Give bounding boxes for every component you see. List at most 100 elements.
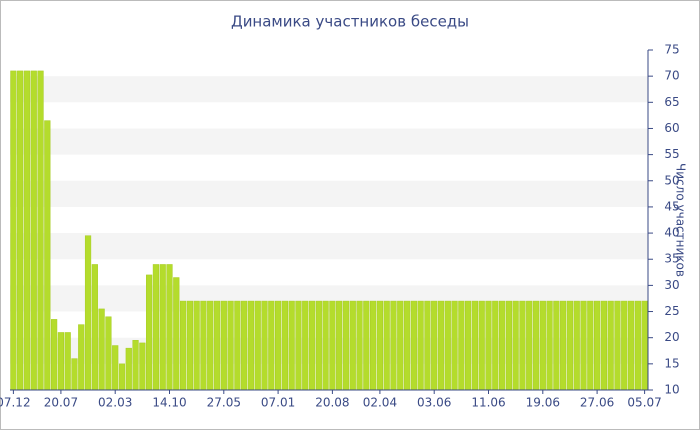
bar (220, 300, 227, 391)
bar (397, 300, 404, 391)
bar (315, 300, 322, 391)
bar (207, 300, 214, 391)
bar (376, 300, 384, 391)
bar (498, 300, 506, 391)
x-tick-label: 14.10 (152, 396, 186, 410)
bar (403, 300, 411, 391)
bar (458, 300, 465, 391)
y-tick-label: 15 (664, 356, 679, 370)
bar (566, 300, 574, 391)
bar (451, 300, 458, 391)
grid-band (10, 233, 648, 260)
bar (444, 300, 451, 391)
bar (51, 319, 58, 391)
bar (173, 277, 180, 391)
bar (580, 300, 587, 391)
y-axis-label: Число участников (674, 163, 688, 277)
bar (512, 300, 519, 391)
y-tick-label: 75 (664, 43, 679, 57)
bar (288, 300, 295, 391)
bar (390, 300, 397, 391)
y-tick-label: 45 (664, 199, 679, 213)
bar (370, 300, 377, 391)
bar (166, 264, 173, 391)
bar (132, 340, 139, 391)
bar (363, 300, 370, 391)
x-tick-label: 11.06 (471, 396, 505, 410)
bar (146, 274, 153, 391)
bar (139, 342, 146, 391)
bar (539, 300, 546, 391)
grid-band (10, 76, 648, 103)
bar (356, 300, 363, 391)
y-tick-label: 60 (664, 121, 679, 135)
bar (471, 300, 479, 391)
grid-band (10, 180, 648, 207)
y-tick-label: 65 (664, 95, 679, 109)
bar (159, 264, 166, 391)
x-tick-label: 02.04 (363, 396, 397, 410)
bar (247, 300, 255, 391)
x-tick-label: 05.07 (627, 396, 661, 410)
y-tick-label: 50 (664, 173, 679, 187)
bar (485, 300, 492, 391)
bar (437, 300, 445, 391)
bar (84, 235, 92, 391)
y-tick-label: 30 (664, 278, 679, 292)
bar (57, 332, 65, 391)
x-tick-label: 07.12 (0, 396, 31, 410)
bar (410, 300, 417, 391)
bar (492, 300, 499, 391)
bar (213, 300, 221, 391)
bar (37, 70, 44, 391)
y-tick-label: 25 (664, 304, 679, 318)
bar (634, 300, 641, 391)
y-tick-label: 40 (664, 226, 679, 240)
y-tick-label: 70 (664, 69, 679, 83)
bar (261, 300, 268, 391)
bar (607, 300, 614, 391)
bar (431, 300, 438, 391)
bar (44, 120, 51, 391)
bar (641, 300, 648, 391)
bar (532, 300, 540, 391)
bar (200, 300, 207, 391)
x-tick-label: 20.08 (315, 396, 349, 410)
bar (241, 300, 248, 391)
bar (336, 300, 343, 391)
bar (546, 300, 553, 391)
y-tick-label: 35 (664, 252, 679, 266)
bar (383, 300, 390, 391)
x-tick-label: 27.06 (580, 396, 614, 410)
bar (526, 300, 533, 391)
bar (227, 300, 234, 391)
bar (465, 300, 472, 391)
x-tick-label: 27.05 (207, 396, 241, 410)
y-tick-label: 55 (664, 147, 679, 161)
bar (152, 264, 160, 391)
bar (30, 70, 37, 391)
bar (621, 300, 628, 391)
bar (614, 300, 621, 391)
bar (342, 300, 350, 391)
bar (98, 308, 105, 391)
bar (234, 300, 241, 391)
bar (322, 300, 329, 391)
y-tick-label: 10 (664, 383, 679, 397)
bar (254, 300, 261, 391)
x-tick-label: 07.01 (261, 396, 295, 410)
bar (593, 300, 601, 391)
bar (349, 300, 356, 391)
bar (478, 300, 485, 391)
bar (268, 300, 275, 391)
bar (424, 300, 431, 391)
bar (329, 300, 336, 391)
x-tick-label: 03.06 (417, 396, 451, 410)
bar (560, 300, 567, 391)
bar (23, 70, 31, 391)
grid-band (10, 128, 648, 155)
bar (105, 316, 112, 391)
bar (417, 300, 424, 391)
bar (112, 345, 119, 391)
bar (553, 300, 560, 391)
